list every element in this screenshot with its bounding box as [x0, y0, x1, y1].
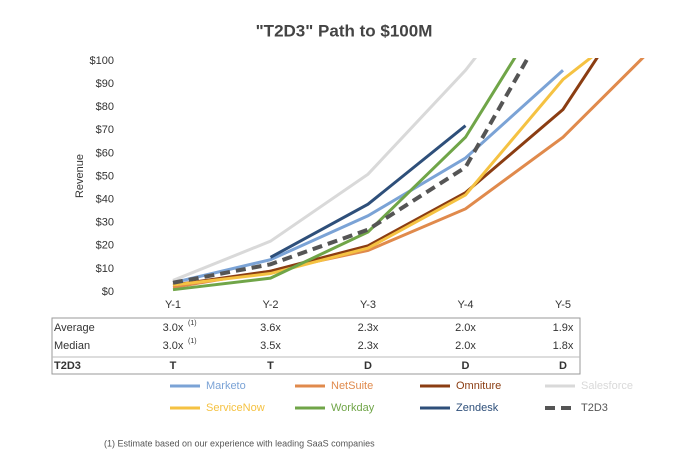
- y-tick-label: $0: [102, 286, 114, 298]
- series-line: [172, 69, 565, 285]
- table-row-label: Median: [54, 340, 90, 352]
- note-ref: (1): [188, 338, 197, 345]
- table-cell: 2.0x: [455, 322, 476, 334]
- legend-label: Zendesk: [456, 402, 499, 414]
- y-tick-label: $50: [96, 170, 114, 182]
- table-cell: D: [462, 360, 470, 372]
- y-tick-label: $30: [96, 217, 114, 229]
- series-line: [172, 58, 531, 285]
- series-line: [172, 58, 599, 287]
- legend-label: ServiceNow: [206, 402, 265, 414]
- chart-title: "T2D3" Path to $100M: [256, 21, 433, 40]
- note-ref: (1): [188, 320, 197, 327]
- y-tick-label: $60: [96, 147, 114, 159]
- legend-label: Workday: [331, 402, 375, 414]
- table-cell: T: [170, 360, 177, 372]
- x-tick-label: Y-5: [555, 299, 571, 311]
- y-tick-label: $90: [96, 78, 114, 90]
- series-line: [172, 58, 517, 292]
- table-cell: 2.3x: [358, 322, 379, 334]
- table-cell: 3.6x: [260, 322, 281, 334]
- table-row-label: Average: [54, 322, 95, 334]
- y-tick-label: $20: [96, 240, 114, 252]
- y-tick-label: $70: [96, 124, 114, 136]
- x-tick-label: Y-1: [165, 299, 181, 311]
- plot-area: [172, 58, 645, 292]
- x-tick-label: Y-4: [457, 299, 473, 311]
- x-tick-label: Y-2: [262, 299, 278, 311]
- legend-label: Salesforce: [581, 380, 633, 392]
- x-tick-label: Y-3: [360, 299, 376, 311]
- table-cell: 1.8x: [553, 340, 574, 352]
- footnote: (1) Estimate based on our experience wit…: [104, 438, 375, 448]
- table-cell: 3.5x: [260, 340, 281, 352]
- table-border: [51, 317, 581, 375]
- legend-label: Marketo: [206, 380, 246, 392]
- table-cell: D: [364, 360, 372, 372]
- table-row-label: T2D3: [54, 360, 81, 372]
- table-cell: 2.3x: [358, 340, 379, 352]
- table-cell: T: [267, 360, 274, 372]
- series-line: [172, 58, 477, 282]
- legend-label: NetSuite: [331, 380, 373, 392]
- table-cell: 3.0x: [163, 322, 184, 334]
- table-cell: 2.0x: [455, 340, 476, 352]
- legend-label: Omniture: [456, 380, 501, 392]
- legend-label: T2D3: [581, 402, 608, 414]
- y-tick-label: $80: [96, 101, 114, 113]
- table-cell: 1.9x: [553, 322, 574, 334]
- table-cell: D: [559, 360, 567, 372]
- table-cell: 3.0x: [163, 340, 184, 352]
- series-line: [172, 58, 593, 287]
- y-tick-label: $40: [96, 194, 114, 206]
- y-axis-label: Revenue: [74, 154, 86, 198]
- y-tick-label: $10: [96, 263, 114, 275]
- y-tick-label: $100: [90, 55, 114, 67]
- series-line: [269, 124, 467, 259]
